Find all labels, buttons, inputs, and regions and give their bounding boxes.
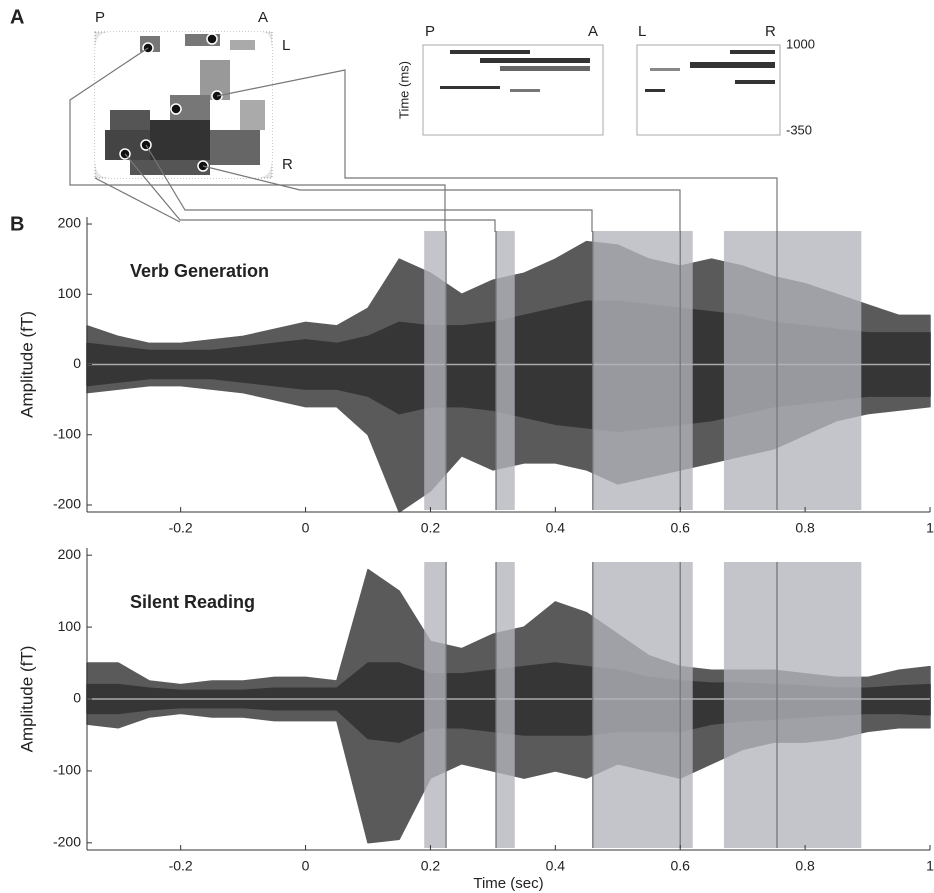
- shaded-window: [496, 562, 515, 848]
- x-tick-label: 0.2: [421, 520, 441, 536]
- y-tick-label: -200: [53, 496, 81, 512]
- page: A B P A L R: [0, 0, 934, 893]
- chart-title: Verb Generation: [130, 261, 269, 281]
- y-axis-label: Amplitude (fT): [17, 311, 36, 418]
- orientation-label: P: [425, 23, 435, 40]
- y-tick-label: -200: [53, 834, 81, 850]
- raster-y-label: Time (ms): [396, 61, 411, 119]
- x-tick-label: 0: [302, 520, 310, 536]
- y-tick-label: 0: [73, 690, 81, 706]
- shaded-window: [724, 231, 861, 510]
- orientation-label: L: [282, 37, 290, 54]
- x-tick-label: 0.2: [421, 858, 441, 874]
- x-tick-label: -0.2: [169, 520, 193, 536]
- raster-tick-label: -350: [786, 122, 812, 137]
- orientation-label: A: [258, 9, 268, 26]
- x-tick-label: 0.8: [795, 520, 815, 536]
- sensor-map: [95, 32, 272, 178]
- chart-title: Silent Reading: [130, 592, 255, 612]
- shaded-window: [593, 562, 693, 848]
- shaded-window: [724, 562, 861, 848]
- shaded-window: [496, 231, 515, 510]
- y-tick-label: 100: [58, 618, 82, 634]
- x-tick-label: 0.4: [546, 858, 566, 874]
- orientation-label: R: [282, 156, 293, 173]
- y-axis-label: Amplitude (fT): [17, 646, 36, 753]
- panel-label: B: [10, 213, 24, 235]
- x-tick-label: 1: [926, 520, 934, 536]
- x-axis-label: Time (sec): [473, 875, 543, 892]
- y-tick-label: 200: [58, 215, 82, 231]
- x-tick-label: -0.2: [169, 858, 193, 874]
- orientation-label: R: [765, 23, 776, 40]
- x-tick-label: 0.6: [670, 520, 690, 536]
- figure: A B P A L R: [0, 0, 934, 893]
- orientation-label: L: [638, 23, 646, 40]
- y-tick-label: 100: [58, 285, 82, 301]
- raster-tick-label: 1000: [786, 36, 815, 51]
- y-tick-label: 200: [58, 546, 82, 562]
- raster: [423, 45, 780, 135]
- shaded-window: [424, 562, 446, 848]
- orientation-label: P: [95, 9, 105, 26]
- x-tick-label: 1: [926, 858, 934, 874]
- x-tick-label: 0.4: [546, 520, 566, 536]
- x-tick-label: 0.8: [795, 858, 815, 874]
- x-tick-label: 0.6: [670, 858, 690, 874]
- shaded-window: [424, 231, 446, 510]
- y-tick-label: -100: [53, 425, 81, 441]
- y-tick-label: 0: [73, 355, 81, 371]
- shaded-window: [593, 231, 693, 510]
- panel-label: A: [10, 6, 24, 28]
- orientation-label: A: [588, 23, 598, 40]
- x-tick-label: 0: [302, 858, 310, 874]
- y-tick-label: -100: [53, 762, 81, 778]
